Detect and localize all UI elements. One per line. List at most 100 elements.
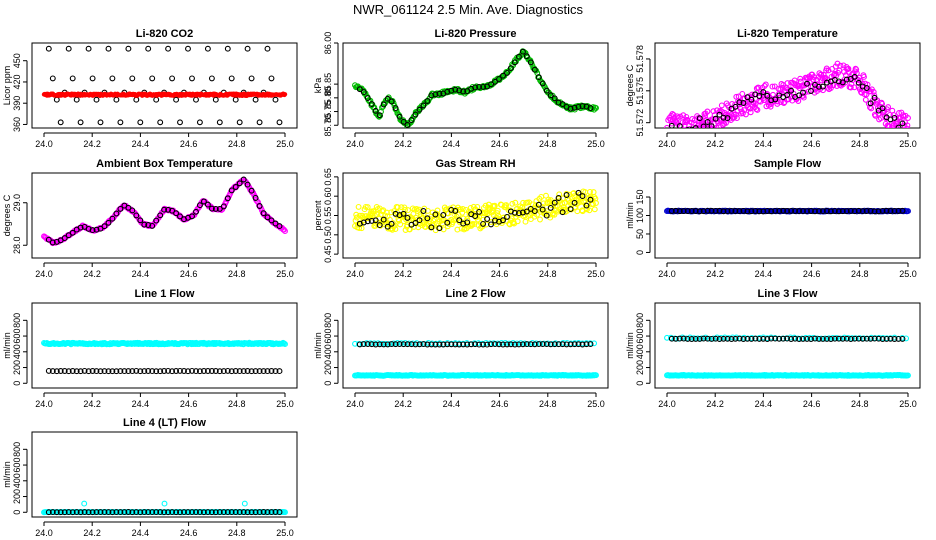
data-point (523, 341, 530, 348)
data-point (543, 212, 550, 219)
data-point (509, 200, 516, 207)
x-tick-label: 25.0 (587, 269, 605, 279)
data-point (405, 207, 411, 214)
chart-title: Line 4 (LT) Flow (123, 417, 206, 429)
data-point (49, 368, 56, 375)
data-point (827, 336, 834, 342)
x-tick-label: 24.0 (346, 139, 364, 149)
data-point (752, 100, 759, 107)
data-point (563, 192, 570, 198)
data-point (905, 208, 911, 215)
x-tick-label: 24.2 (706, 139, 724, 149)
data-point (718, 102, 725, 109)
data-point (547, 204, 554, 211)
data-point (232, 96, 239, 103)
data-point (117, 368, 124, 375)
y-tick-label: 600 (635, 329, 645, 344)
series-group (45, 176, 283, 246)
y-tick-label: 100 (635, 208, 645, 223)
data-point (591, 206, 598, 213)
data-point (887, 208, 894, 214)
data-point (670, 111, 677, 118)
x-tick-label: 24.2 (83, 528, 101, 538)
plot-frame (342, 302, 609, 389)
data-point (784, 80, 791, 87)
data-point (571, 341, 578, 348)
data-point (567, 105, 574, 112)
data-point (268, 75, 275, 82)
x-tick-label: 24.8 (228, 139, 246, 149)
data-point (503, 202, 510, 209)
data-point (396, 113, 403, 120)
y-axis-label: ml/min (313, 332, 323, 359)
data-point (272, 368, 279, 375)
data-point (684, 208, 691, 215)
data-point (129, 509, 136, 516)
data-point (688, 336, 695, 342)
data-point (252, 96, 259, 103)
data-point (356, 212, 363, 219)
data-point (69, 368, 76, 374)
x-tick-label: 24.4 (132, 399, 150, 409)
y-tick-label: 51.578 (635, 45, 645, 73)
x-tick-label: 24.8 (228, 269, 246, 279)
data-point (129, 368, 136, 375)
chart-panel: Line 1 Flow ml/min 24.0 24.2 24.4 24.6 24.8 25.… (2, 288, 298, 409)
y-tick-label: 450 (12, 53, 22, 68)
data-point (831, 208, 838, 214)
data-point (459, 206, 466, 212)
data-point (141, 368, 148, 375)
data-point (392, 105, 399, 112)
data-point (460, 88, 467, 95)
data-point (843, 335, 850, 342)
data-point (752, 335, 759, 342)
data-point (364, 95, 371, 102)
data-point (121, 368, 128, 375)
data-point (563, 341, 570, 348)
data-point (885, 104, 892, 111)
data-point (527, 341, 534, 348)
data-point (587, 196, 594, 203)
data-layer (41, 500, 288, 516)
data-point (590, 200, 596, 207)
data-point (706, 335, 713, 342)
series-group (352, 372, 599, 379)
data-point (583, 341, 590, 348)
data-point (837, 62, 844, 69)
data-point (736, 99, 743, 106)
data-point (212, 509, 219, 516)
data-point (728, 336, 735, 342)
data-point (181, 368, 187, 374)
data-point (784, 208, 791, 214)
data-point (282, 228, 288, 235)
data-point (804, 80, 810, 87)
x-tick-label: 24.4 (755, 269, 773, 279)
data-point (77, 509, 84, 516)
data-point (109, 215, 116, 222)
data-point (500, 341, 506, 348)
data-point (388, 98, 395, 105)
data-point (784, 92, 791, 98)
data-point (401, 204, 408, 211)
data-point (480, 220, 487, 227)
x-tick-label: 24.6 (180, 139, 198, 149)
data-point (472, 341, 479, 348)
chart-title: Line 3 Flow (758, 288, 818, 300)
data-point (847, 336, 854, 342)
data-point (105, 219, 112, 226)
data-point (895, 207, 902, 214)
data-point (904, 122, 911, 128)
data-point (200, 198, 207, 205)
data-point (704, 335, 711, 342)
data-point (716, 108, 723, 115)
x-tick-label: 24.8 (539, 139, 557, 149)
data-point (492, 341, 498, 348)
data-point (823, 208, 830, 214)
data-point (276, 368, 283, 375)
data-point (404, 214, 411, 221)
data-point (575, 341, 582, 348)
data-point (535, 201, 542, 208)
data-point (398, 204, 405, 211)
data-point (177, 213, 183, 220)
series-group (45, 367, 283, 375)
